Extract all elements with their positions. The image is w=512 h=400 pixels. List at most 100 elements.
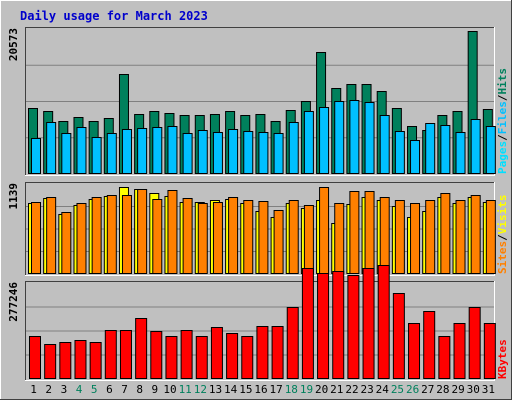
bar-kbytes-day-14 [226,333,239,379]
day-label-20: 20 [315,383,328,396]
bar-files-day-13 [212,132,223,174]
day-label-12: 12 [194,383,207,396]
bar-files-day-22 [349,100,360,174]
bar-sites-day-9 [152,199,163,274]
bar-kbytes-day-13 [210,327,223,379]
bar-sites-day-13 [212,202,223,274]
bar-kbytes-day-9 [150,331,163,379]
bar-sites-day-29 [455,200,466,274]
bar-kbytes-day-17 [271,326,284,379]
bar-files-day-28 [440,125,451,174]
y-max-label: 1139 [7,183,20,210]
bar-files-day-2 [46,122,57,174]
bar-files-day-10 [167,126,178,174]
bar-sites-day-19 [303,205,314,274]
series-legend: Pages/Files/Hits [496,68,509,174]
bar-kbytes-day-11 [180,330,193,379]
bar-files-day-1 [31,138,41,174]
bar-kbytes-day-19 [301,268,314,379]
bar-files-day-30 [470,119,481,174]
day-label-4: 4 [76,383,83,396]
day-label-25: 25 [391,383,404,396]
legend-sep: / [496,94,509,101]
bar-sites-day-8 [137,189,148,274]
bar-kbytes-day-10 [165,336,178,379]
day-label-29: 29 [451,383,464,396]
bar-files-day-19 [303,111,314,174]
bar-files-day-4 [76,127,87,174]
day-label-23: 23 [361,383,374,396]
day-label-21: 21 [330,383,343,396]
bar-sites-day-31 [485,200,496,274]
panel-kbytes: 277246 KBytes [7,265,509,381]
bar-kbytes-day-21 [332,271,345,379]
bar-files-day-25 [394,131,405,174]
legend-sep: / [496,234,509,241]
panels: 20573Pages/Files/Hits1139Sites/Visits277… [7,27,509,381]
bar-sites-day-24 [379,197,390,274]
bar-kbytes-day-25 [392,293,405,379]
bar-files-day-26 [410,140,421,174]
day-label-14: 14 [224,383,238,396]
legend-sites: Sites [496,241,509,274]
day-label-22: 22 [345,383,358,396]
day-label-9: 9 [152,383,159,396]
bar-kbytes-day-4 [74,340,87,379]
day-label-31: 31 [482,383,495,396]
bar-files-day-3 [61,133,72,174]
bar-files-day-6 [106,133,117,174]
bar-files-day-5 [91,137,102,174]
bar-sites-day-22 [349,191,360,274]
day-label-7: 7 [121,383,128,396]
day-label-17: 17 [270,383,283,396]
bar-kbytes-day-5 [89,342,102,379]
bar-kbytes-day-16 [256,326,269,379]
bar-sites-day-12 [197,203,208,274]
bar-sites-day-11 [182,198,193,274]
bar-kbytes-day-30 [468,307,481,379]
series-legend: KBytes [496,339,509,379]
bar-files-day-20 [319,107,330,174]
series-legend: Sites/Visits [496,195,509,275]
bar-files-day-24 [379,115,390,174]
day-label-5: 5 [91,383,98,396]
bar-files-day-9 [152,127,163,174]
bar-sites-day-1 [31,202,41,274]
day-axis: 1 2 3 4 5 6 7 8 9 10 11 12 13 14 15 16 17 18 19 20 21 22 23 24 2… [30,383,495,396]
day-label-18: 18 [285,383,298,396]
bar-sites-day-10 [167,190,178,274]
bar-kbytes-day-7 [119,330,132,379]
bar-kbytes-day-8 [135,318,148,379]
bar-kbytes-day-29 [453,323,466,379]
bar-sites-day-7 [121,195,132,274]
day-label-30: 30 [467,383,480,396]
bar-kbytes-day-1 [29,336,41,379]
bar-sites-day-2 [46,197,57,274]
day-label-28: 28 [436,383,449,396]
day-label-26: 26 [406,383,419,396]
day-label-16: 16 [254,383,267,396]
bar-kbytes-day-27 [423,311,436,379]
bar-files-day-11 [182,133,193,174]
bar-sites-day-5 [91,197,102,274]
day-label-27: 27 [421,383,434,396]
bar-sites-day-15 [243,200,254,274]
day-label-11: 11 [179,383,192,396]
bar-sites-day-3 [61,212,72,274]
bar-files-day-31 [485,126,496,174]
day-label-1: 1 [30,383,37,396]
day-label-8: 8 [136,383,143,396]
bar-sites-day-6 [106,195,117,274]
bar-files-day-27 [425,123,436,174]
day-label-10: 10 [163,383,176,396]
bar-sites-day-17 [273,210,284,274]
bar-files-day-23 [364,102,375,174]
bar-sites-day-21 [334,203,345,274]
chart-title: Daily usage for March 2023 [20,9,208,23]
legend-visits: Visits [496,195,509,235]
day-label-2: 2 [45,383,52,396]
bar-files-day-15 [243,131,254,174]
bar-sites-day-14 [228,197,239,274]
bar-sites-day-4 [76,203,87,274]
day-label-6: 6 [106,383,113,396]
